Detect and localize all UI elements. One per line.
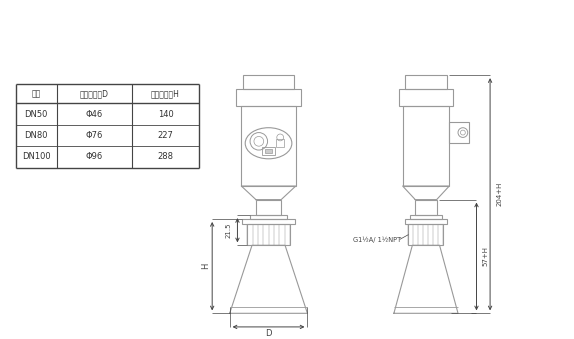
Bar [241, 106, 296, 186]
Text: 法兰: 法兰 [32, 89, 41, 98]
Text: 204+H: 204+H [497, 182, 503, 206]
Text: Φ46: Φ46 [86, 109, 103, 119]
Text: 227: 227 [158, 131, 173, 140]
Bar [449, 122, 469, 143]
Text: DN50: DN50 [25, 109, 48, 119]
Text: 140: 140 [158, 109, 173, 119]
Text: Φ76: Φ76 [86, 131, 103, 140]
Bar [256, 200, 281, 215]
Text: 喇叭口直径D: 喇叭口直径D [80, 89, 109, 98]
Bar [405, 219, 447, 224]
Bar [276, 139, 284, 147]
Text: 喇叭口高度H: 喇叭口高度H [151, 89, 180, 98]
Bar [265, 149, 273, 153]
Text: D: D [265, 329, 272, 338]
Bar [243, 75, 294, 89]
Bar [250, 215, 287, 219]
Text: DN100: DN100 [22, 152, 51, 161]
Bar [415, 200, 437, 215]
Text: H: H [201, 263, 210, 270]
Bar [262, 147, 276, 155]
Bar [399, 89, 453, 106]
Bar [236, 89, 301, 106]
Bar [247, 224, 290, 245]
Bar [402, 106, 449, 186]
Bar [410, 215, 441, 219]
Text: 57+H: 57+H [482, 246, 488, 266]
Bar [242, 219, 295, 224]
Text: Φ96: Φ96 [86, 152, 103, 161]
Bar [409, 224, 444, 245]
Text: G1½A/ 1½NPT: G1½A/ 1½NPT [353, 236, 401, 243]
Text: DN80: DN80 [25, 131, 48, 140]
Text: 288: 288 [157, 152, 173, 161]
Bar [405, 75, 447, 89]
Text: 21.5: 21.5 [226, 222, 232, 238]
